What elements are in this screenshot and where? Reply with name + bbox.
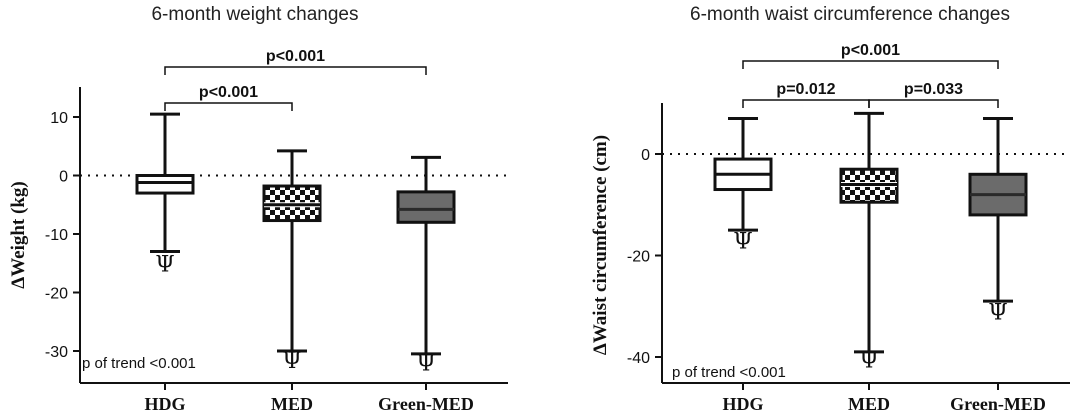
- y-tick-label: 0: [59, 169, 68, 186]
- weight-chart: 6-month weight changes ΔWeight (kg) p of…: [8, 4, 508, 413]
- box-green-med: [396, 155, 456, 356]
- comparison-bracket: p<0.001: [164, 48, 427, 75]
- psi-marker: Ψ: [859, 349, 878, 374]
- y-tick-label: -40: [627, 350, 650, 367]
- iqr-box: [135, 174, 195, 195]
- bracket-line: [164, 66, 427, 75]
- bracket-line: [164, 102, 293, 111]
- box-med: [262, 149, 322, 353]
- chart-title: 6-month weight changes: [151, 4, 358, 25]
- y-tick-label: 0: [641, 147, 650, 164]
- comparison-bracket: p=0.033: [868, 81, 999, 108]
- p-value-label: p<0.001: [841, 42, 900, 59]
- comparison-bracket: p<0.001: [164, 84, 293, 111]
- y-tick-label: -10: [45, 227, 68, 244]
- p-value-label: p<0.001: [199, 84, 258, 101]
- y-tick-label: -20: [627, 249, 650, 266]
- comparison-bracket: p=0.012: [742, 81, 870, 108]
- category-label-med: MED: [271, 394, 313, 413]
- iqr-box: [396, 190, 456, 224]
- category-label-hdg: HDG: [144, 394, 185, 413]
- p-value-label: p=0.012: [776, 81, 835, 98]
- p-value-label: p<0.001: [266, 48, 325, 65]
- y-axis-label: ΔWeight (kg): [8, 181, 29, 288]
- y-tick-label: -20: [45, 286, 68, 303]
- bracket-line: [742, 99, 870, 108]
- category-label-green-med: Green-MED: [378, 394, 474, 413]
- box-med: [839, 111, 899, 354]
- waist-chart: 6-month waist circumference changes ΔWai…: [590, 4, 1070, 413]
- box-green-med: [968, 116, 1028, 303]
- trend-annotation: p of trend <0.001: [672, 364, 786, 381]
- box-hdg: [713, 116, 773, 232]
- category-label-med: MED: [848, 394, 890, 413]
- box-hdg: [135, 112, 195, 254]
- y-tick-label: 10: [50, 110, 68, 127]
- y-axis-label: ΔWaist circumference (cm): [590, 135, 611, 355]
- category-label-hdg: HDG: [722, 394, 763, 413]
- p-value-label: p=0.033: [904, 81, 963, 98]
- psi-marker: Ψ: [988, 300, 1007, 325]
- psi-marker: Ψ: [733, 229, 752, 254]
- y-tick-label: -30: [45, 344, 68, 361]
- psi-marker: Ψ: [155, 252, 174, 277]
- bracket-line: [868, 99, 999, 108]
- psi-marker: Ψ: [282, 349, 301, 374]
- comparison-bracket: p<0.001: [742, 42, 999, 69]
- trend-annotation: p of trend <0.001: [82, 355, 196, 372]
- chart-title: 6-month waist circumference changes: [690, 4, 1010, 25]
- category-label-green-med: Green-MED: [950, 394, 1046, 413]
- psi-marker: Ψ: [416, 352, 435, 377]
- bracket-line: [742, 60, 999, 69]
